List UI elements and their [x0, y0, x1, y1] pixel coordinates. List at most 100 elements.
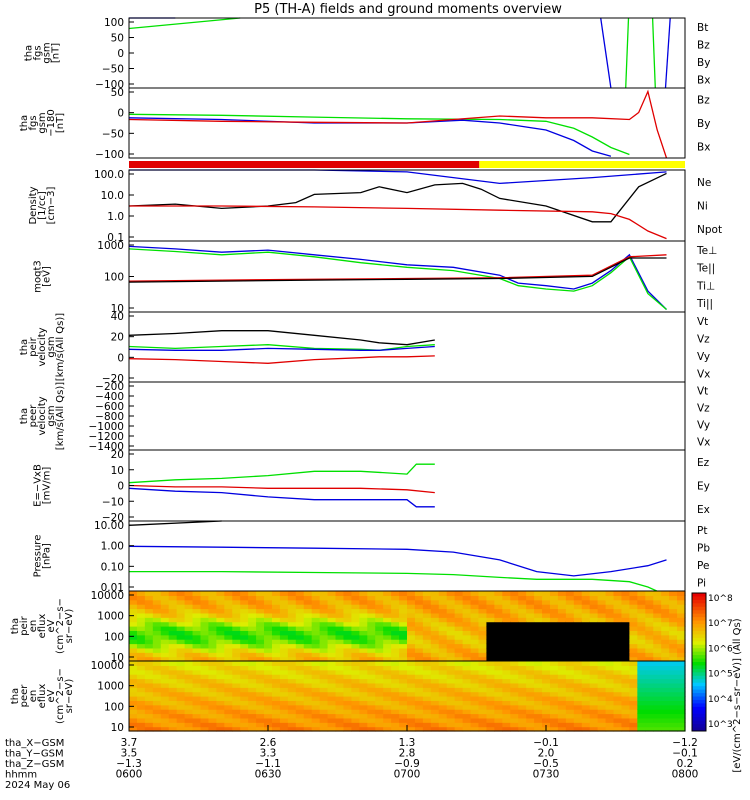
colorbar-frame — [691, 592, 707, 732]
heatmap-cell — [160, 647, 170, 653]
heatmap-cell — [279, 691, 289, 697]
heatmap-cell — [637, 630, 646, 636]
heatmap-cell — [271, 652, 281, 658]
heatmap-cell — [224, 726, 233, 732]
heatmap-cell — [367, 599, 376, 605]
heatmap-cell — [669, 661, 678, 666]
heatmap-cell — [430, 726, 440, 732]
heatmap-cell — [240, 700, 249, 706]
heatmap-cell — [629, 626, 638, 631]
heatmap-cell — [295, 639, 305, 645]
heatmap-cell — [407, 726, 416, 732]
heatmap-cell — [327, 696, 337, 701]
heatmap-cell — [176, 722, 186, 728]
heatmap-cell — [136, 599, 146, 605]
heatmap-cell — [518, 722, 527, 728]
heatmap-cell — [359, 700, 368, 706]
heatmap-cell — [542, 599, 551, 605]
heatmap-cell — [208, 639, 217, 645]
heatmap-cell — [613, 634, 623, 640]
heatmap-cell — [271, 696, 281, 701]
heatmap-cell — [391, 682, 400, 688]
heatmap-cell — [295, 700, 305, 706]
heatmap-cell — [581, 656, 591, 662]
heatmap-cell — [653, 665, 662, 671]
panel-2 — [128, 87, 686, 159]
heatmap-cell — [184, 591, 194, 596]
heatmap-cell — [446, 652, 456, 658]
heatmap-cell — [256, 674, 265, 680]
heatmap-cell — [557, 612, 567, 618]
heatmap-cell — [192, 665, 202, 671]
heatmap-cell — [271, 599, 281, 605]
heatmap-cell — [549, 608, 559, 614]
heatmap-cell — [399, 661, 408, 666]
heatmap-cell — [287, 717, 297, 723]
heatmap-cell — [661, 647, 670, 653]
heatmap-cell — [335, 656, 345, 662]
heatmap-cell — [549, 643, 559, 649]
heatmap-cell — [359, 595, 368, 601]
heatmap-cell — [438, 652, 448, 658]
y-tick-label: 10 — [111, 652, 124, 664]
heatmap-cell — [152, 726, 162, 732]
heatmap-cell — [224, 647, 233, 653]
heatmap-cell — [240, 678, 249, 684]
heatmap-cell — [287, 665, 297, 671]
heatmap-cell — [351, 643, 360, 649]
heatmap-cell — [287, 661, 297, 666]
y-axis-label: peir — [28, 336, 39, 356]
heatmap-cell — [192, 669, 202, 675]
heatmap-cell — [534, 621, 543, 627]
heatmap-cell — [303, 608, 313, 614]
heatmap-cell — [295, 665, 305, 671]
heatmap-cell — [256, 656, 265, 662]
heatmap-cell — [232, 709, 241, 715]
heatmap-cell — [565, 726, 575, 732]
heatmap-cell — [645, 704, 654, 710]
heatmap-cell — [573, 709, 583, 715]
heatmap-cell — [287, 678, 297, 684]
y-tick-label: −1000 — [88, 421, 124, 433]
heatmap-cell — [343, 639, 352, 645]
heatmap-cell — [184, 630, 194, 636]
heatmap-cell — [375, 643, 384, 649]
heatmap-cell — [144, 709, 154, 715]
heatmap-cell — [613, 696, 623, 701]
heatmap-cell — [414, 626, 424, 631]
heatmap-cell — [605, 691, 615, 697]
heatmap-cell — [573, 678, 583, 684]
heatmap-cell — [224, 700, 233, 706]
heatmap-cell — [565, 717, 575, 723]
panel-4 — [128, 240, 686, 313]
legend-entry-ti||: Ti|| — [696, 298, 713, 310]
heatmap-cell — [335, 691, 345, 697]
heatmap-cell — [248, 612, 257, 618]
heatmap-cell — [160, 661, 170, 666]
heatmap-cell — [422, 687, 432, 693]
y-tick-label: 50 — [111, 87, 124, 99]
heatmap-cell — [279, 674, 289, 680]
heatmap-cell — [629, 726, 638, 732]
heatmap-cell — [597, 656, 607, 662]
heatmap-cell — [557, 604, 567, 610]
heatmap-cell — [414, 722, 424, 728]
heatmap-cell — [605, 599, 615, 605]
heatmap-cell — [462, 617, 472, 623]
heatmap-cell — [502, 652, 511, 658]
heatmap-cell — [264, 691, 273, 697]
heatmap-cell — [510, 722, 519, 728]
panel-8 — [128, 520, 686, 596]
heatmap-cell — [613, 709, 623, 715]
heatmap-cell — [375, 704, 384, 710]
heatmap-cell — [168, 626, 178, 631]
heatmap-cell — [518, 621, 527, 627]
heatmap-cell — [573, 626, 583, 631]
heatmap-cell — [446, 643, 456, 649]
heatmap-cell — [192, 626, 202, 631]
heatmap-cell — [454, 617, 464, 623]
heatmap-cell — [200, 687, 210, 693]
heatmap-cell — [144, 595, 154, 601]
y-tick-label: 100 — [104, 17, 124, 29]
heatmap-cell — [581, 674, 591, 680]
